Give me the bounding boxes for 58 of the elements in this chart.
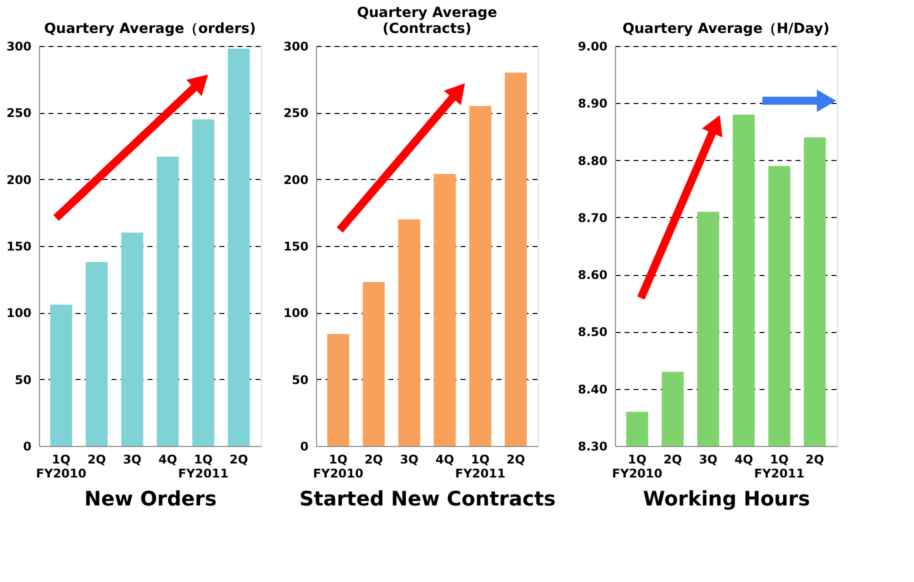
x-tick-label: 3Q (698, 452, 718, 466)
y-tick-label: 0 (23, 440, 32, 454)
x-tick-label: 1Q FY2011 (754, 452, 804, 480)
y-tick-label: 8.70 (578, 210, 608, 225)
y-tick-label: 50 (14, 372, 32, 387)
bar (434, 174, 456, 446)
y-tick-label: 8.30 (578, 440, 608, 454)
x-tick-label: 2Q (364, 452, 383, 466)
x-tick-label: 4Q (435, 452, 454, 466)
bar (192, 119, 214, 446)
bar (50, 304, 72, 446)
x-tick-label: 1Q FY2011 (178, 452, 228, 480)
y-tick-label: 8.80 (578, 154, 608, 168)
y-tick-label: 9.00 (578, 40, 608, 54)
y-tick-label: 8.50 (578, 325, 608, 340)
x-tick-label: 1Q FY2010 (36, 452, 86, 480)
chart-title: Quartery Average（orders) (44, 21, 256, 37)
bar (228, 48, 250, 446)
bar (469, 106, 492, 446)
y-tick-label: 300 (283, 40, 308, 54)
y-tick-label: 300 (6, 40, 32, 54)
y-tick-label: 0 (300, 440, 308, 454)
x-tick-label: 1Q FY2010 (313, 452, 364, 480)
y-tick-label: 250 (283, 106, 308, 120)
x-tick-label: 2Q (230, 452, 248, 466)
chart-title: Quartery Average (Contracts) (356, 5, 498, 37)
y-tick-label: 150 (6, 240, 32, 254)
y-tick-label: 8.40 (578, 382, 608, 396)
x-tick-label: 1Q FY2011 (455, 452, 506, 480)
x-tick-label: 2Q (806, 452, 824, 466)
x-tick-label: 2Q (506, 452, 526, 466)
x-tick-label: 3Q (400, 452, 419, 466)
bar (327, 334, 350, 446)
x-tick-label: 4Q (734, 452, 754, 466)
bar (504, 72, 527, 446)
x-tick-label: 1Q FY2010 (612, 452, 662, 480)
y-tick-label: 200 (6, 172, 32, 187)
x-tick-label: 2Q (663, 452, 682, 466)
y-tick-label: 50 (292, 372, 308, 387)
x-axis-title: Working Hours (642, 486, 810, 510)
y-tick-label: 200 (283, 172, 308, 187)
y-tick-label: 250 (6, 106, 32, 120)
bar (121, 232, 144, 446)
x-axis-title: New Orders (84, 486, 217, 510)
bar (86, 262, 108, 446)
y-tick-label: 8.60 (578, 268, 608, 282)
x-tick-label: 4Q (158, 452, 178, 466)
y-tick-label: 8.90 (578, 96, 608, 111)
y-tick-label: 150 (283, 240, 308, 254)
y-tick-label: 100 (283, 306, 308, 320)
x-tick-label: 2Q (87, 452, 106, 466)
bar (398, 219, 420, 446)
x-axis-title: Started New Contracts (299, 486, 556, 510)
bar (362, 282, 385, 446)
x-tick-label: 3Q (122, 452, 142, 466)
bar (156, 156, 179, 446)
y-tick-label: 100 (6, 306, 32, 320)
chart-title: Quartery Average（H/Day) (622, 21, 830, 37)
